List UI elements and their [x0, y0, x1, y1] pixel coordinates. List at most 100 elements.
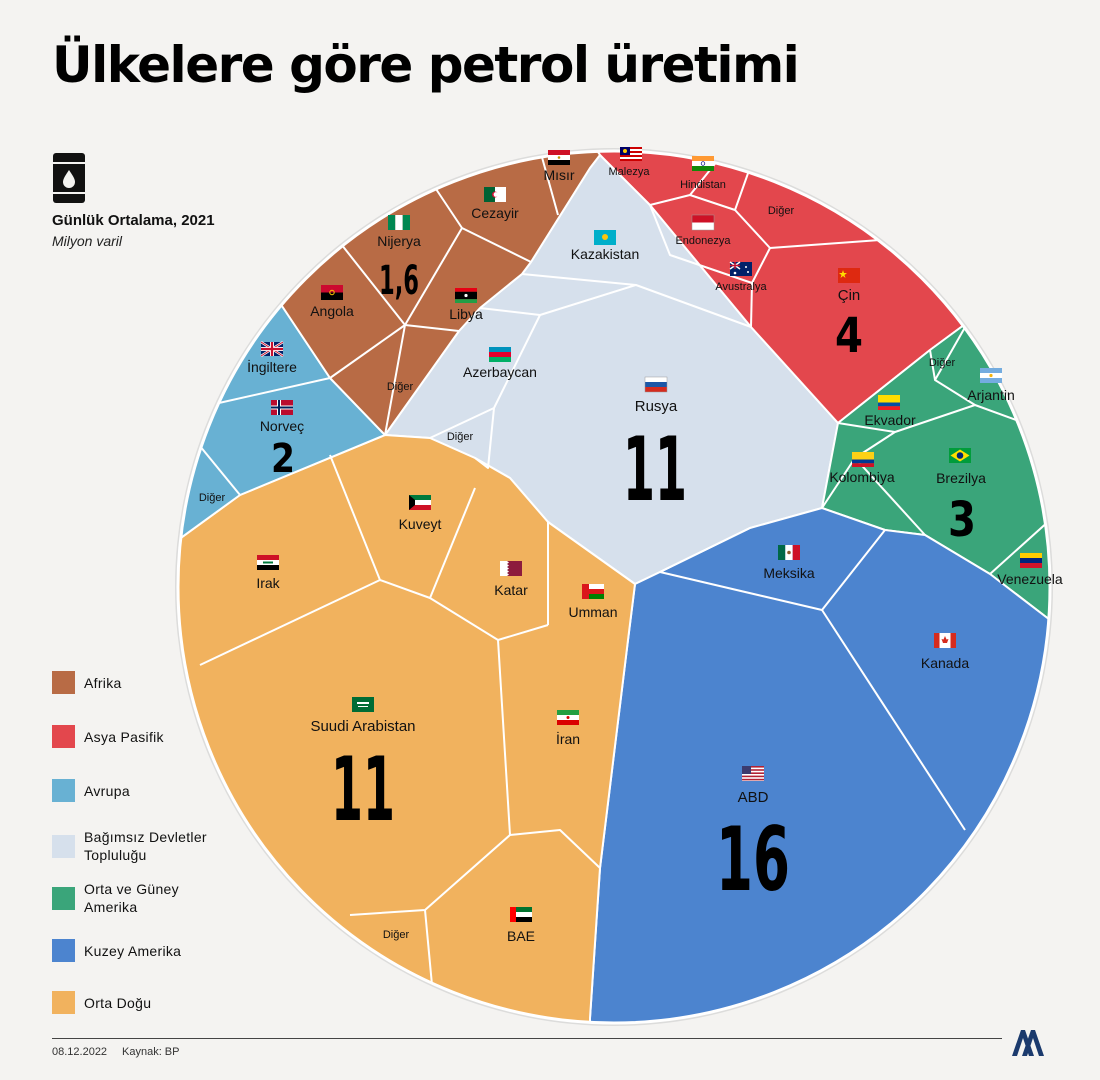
- flag-libya-icon: [455, 288, 477, 303]
- legend-item-afrika: Afrika: [52, 668, 312, 708]
- flag-mexico-icon: [778, 545, 800, 560]
- label-katar: Katar: [494, 582, 528, 598]
- label-angola: Angola: [310, 303, 354, 319]
- label-kuveyt: Kuveyt: [399, 516, 442, 532]
- flag-qatar-icon: [500, 561, 522, 576]
- flags: [257, 147, 1042, 922]
- label-od-diger: Diğer: [383, 929, 410, 941]
- label-bdt-diger: Diğer: [447, 431, 474, 443]
- flag-kuwait-icon: [409, 495, 431, 510]
- label-asya-diger: Diğer: [768, 205, 795, 217]
- label-kazakistan: Kazakistan: [571, 246, 639, 262]
- legend-label: Orta Doğu: [84, 995, 152, 1011]
- total-asya-pasifik: 4: [835, 308, 863, 364]
- page-title: Ülkelere göre petrol üretimi: [52, 36, 800, 94]
- label-abd: ABD: [738, 789, 769, 806]
- total-kuzey-amerika: 16: [716, 808, 790, 911]
- legend-item-orta-guney-amerika: Orta ve Güney Amerika: [52, 880, 312, 920]
- legend-label: Orta ve Güney Amerika: [84, 881, 179, 915]
- label-bae: BAE: [507, 928, 535, 944]
- label-avrupa-diger: Diğer: [199, 492, 226, 504]
- legend-label: Asya Pasifik: [84, 729, 164, 745]
- legend-swatch: [52, 991, 75, 1014]
- legend-swatch: [52, 725, 75, 748]
- footer-source: Kaynak: BP: [122, 1046, 180, 1058]
- legend-item-kuzey-amerika: Kuzey Amerika: [52, 936, 312, 976]
- flag-argentina-icon: [980, 368, 1002, 383]
- flag-oman-icon: [582, 584, 604, 599]
- unit-label: Milyon varil: [52, 233, 123, 249]
- label-arjantin: Arjantin: [967, 387, 1014, 403]
- label-iran: İran: [556, 730, 580, 747]
- flag-iran-icon: [557, 710, 579, 725]
- footer-divider: [52, 1038, 1002, 1039]
- total-orta-guney-amerika: 3: [948, 492, 976, 548]
- legend-swatch: [52, 671, 75, 694]
- legend-swatch: [52, 835, 75, 858]
- flag-china-icon: [838, 268, 860, 283]
- footer-date: 08.12.2022: [52, 1046, 108, 1058]
- label-nijerya: Nijerya: [377, 233, 421, 249]
- country-labels: Rusya Kazakistan Azerbaycan Diğer Çin Ma…: [199, 166, 1063, 944]
- flag-egypt-icon: [548, 150, 570, 165]
- flag-norway-icon: [271, 400, 293, 415]
- flag-kazakhstan-icon: [594, 230, 616, 245]
- total-avrupa: 2: [271, 436, 295, 482]
- legend-item-orta-dogu: Orta Doğu: [52, 988, 312, 1028]
- label-kanada: Kanada: [921, 655, 969, 671]
- flag-uae-icon: [510, 907, 532, 922]
- label-brezilya: Brezilya: [936, 470, 986, 486]
- legend-label: Bağımsız Devletler Topluluğu: [84, 829, 207, 863]
- flag-indonesia-icon: [691, 214, 715, 231]
- flag-colombia-icon: [852, 452, 874, 467]
- label-rusya: Rusya: [635, 398, 678, 415]
- label-malezya: Malezya: [609, 166, 651, 178]
- legend-swatch: [52, 887, 75, 910]
- label-cin: Çin: [838, 287, 861, 304]
- label-endonezya: Endonezya: [675, 235, 731, 247]
- label-ekvador: Ekvador: [864, 412, 916, 428]
- label-libya: Libya: [449, 306, 483, 322]
- flag-brazil-icon: [949, 448, 971, 463]
- flag-saudi-arabia-icon: [352, 697, 374, 712]
- label-suudi-arabistan: Suudi Arabistan: [310, 718, 415, 735]
- label-misir: Mısır: [543, 167, 574, 183]
- label-meksika: Meksika: [763, 565, 815, 581]
- flag-angola-icon: [321, 285, 343, 300]
- label-ingiltere: İngiltere: [247, 358, 297, 375]
- legend-item-avrupa: Avrupa: [52, 776, 312, 816]
- flag-nigeria-icon: [388, 215, 410, 230]
- region-totals: 16 11 11 4 3 2 1,6: [271, 258, 976, 911]
- legend-item-bdt: Bağımsız Devletler Topluluğu: [52, 828, 312, 868]
- flag-iraq-icon: [257, 555, 279, 570]
- flag-australia-icon: [729, 261, 752, 276]
- label-umman: Umman: [568, 604, 617, 620]
- flag-algeria-icon: [484, 187, 506, 202]
- flag-ecuador-icon: [878, 395, 900, 410]
- label-irak: Irak: [256, 575, 280, 591]
- chart-subtitle: Günlük Ortalama, 2021: [52, 212, 215, 229]
- legend-swatch: [52, 779, 75, 802]
- legend-label: Kuzey Amerika: [84, 943, 182, 959]
- legend-swatch: [52, 939, 75, 962]
- total-afrika: 1,6: [379, 258, 419, 304]
- label-hindistan: Hindistan: [680, 179, 726, 191]
- label-cezayir: Cezayir: [471, 205, 519, 221]
- label-venezuela: Venezuela: [997, 571, 1063, 587]
- legend-label: Afrika: [84, 675, 122, 691]
- flag-azerbaijan-icon: [489, 347, 511, 362]
- legend-label: Avrupa: [84, 783, 130, 799]
- subtitle-block: Günlük Ortalama, 2021 Milyon varil: [52, 212, 215, 249]
- total-bdt: 11: [623, 418, 687, 521]
- label-afrika-diger: Diğer: [387, 381, 414, 393]
- flag-venezuela-icon: [1020, 553, 1042, 568]
- label-kolombiya: Kolombiya: [829, 469, 895, 485]
- total-orta-dogu: 11: [331, 738, 395, 841]
- legend-item-asya-pasifik: Asya Pasifik: [52, 722, 312, 762]
- oil-barrel-icon: [53, 153, 85, 203]
- flag-uk-icon: [260, 340, 284, 358]
- flag-india-icon: [692, 156, 714, 171]
- svg-text:AA: AA: [1028, 1044, 1030, 1047]
- flag-usa-icon: [742, 766, 764, 781]
- aa-logo-icon: AA: [1012, 1030, 1044, 1056]
